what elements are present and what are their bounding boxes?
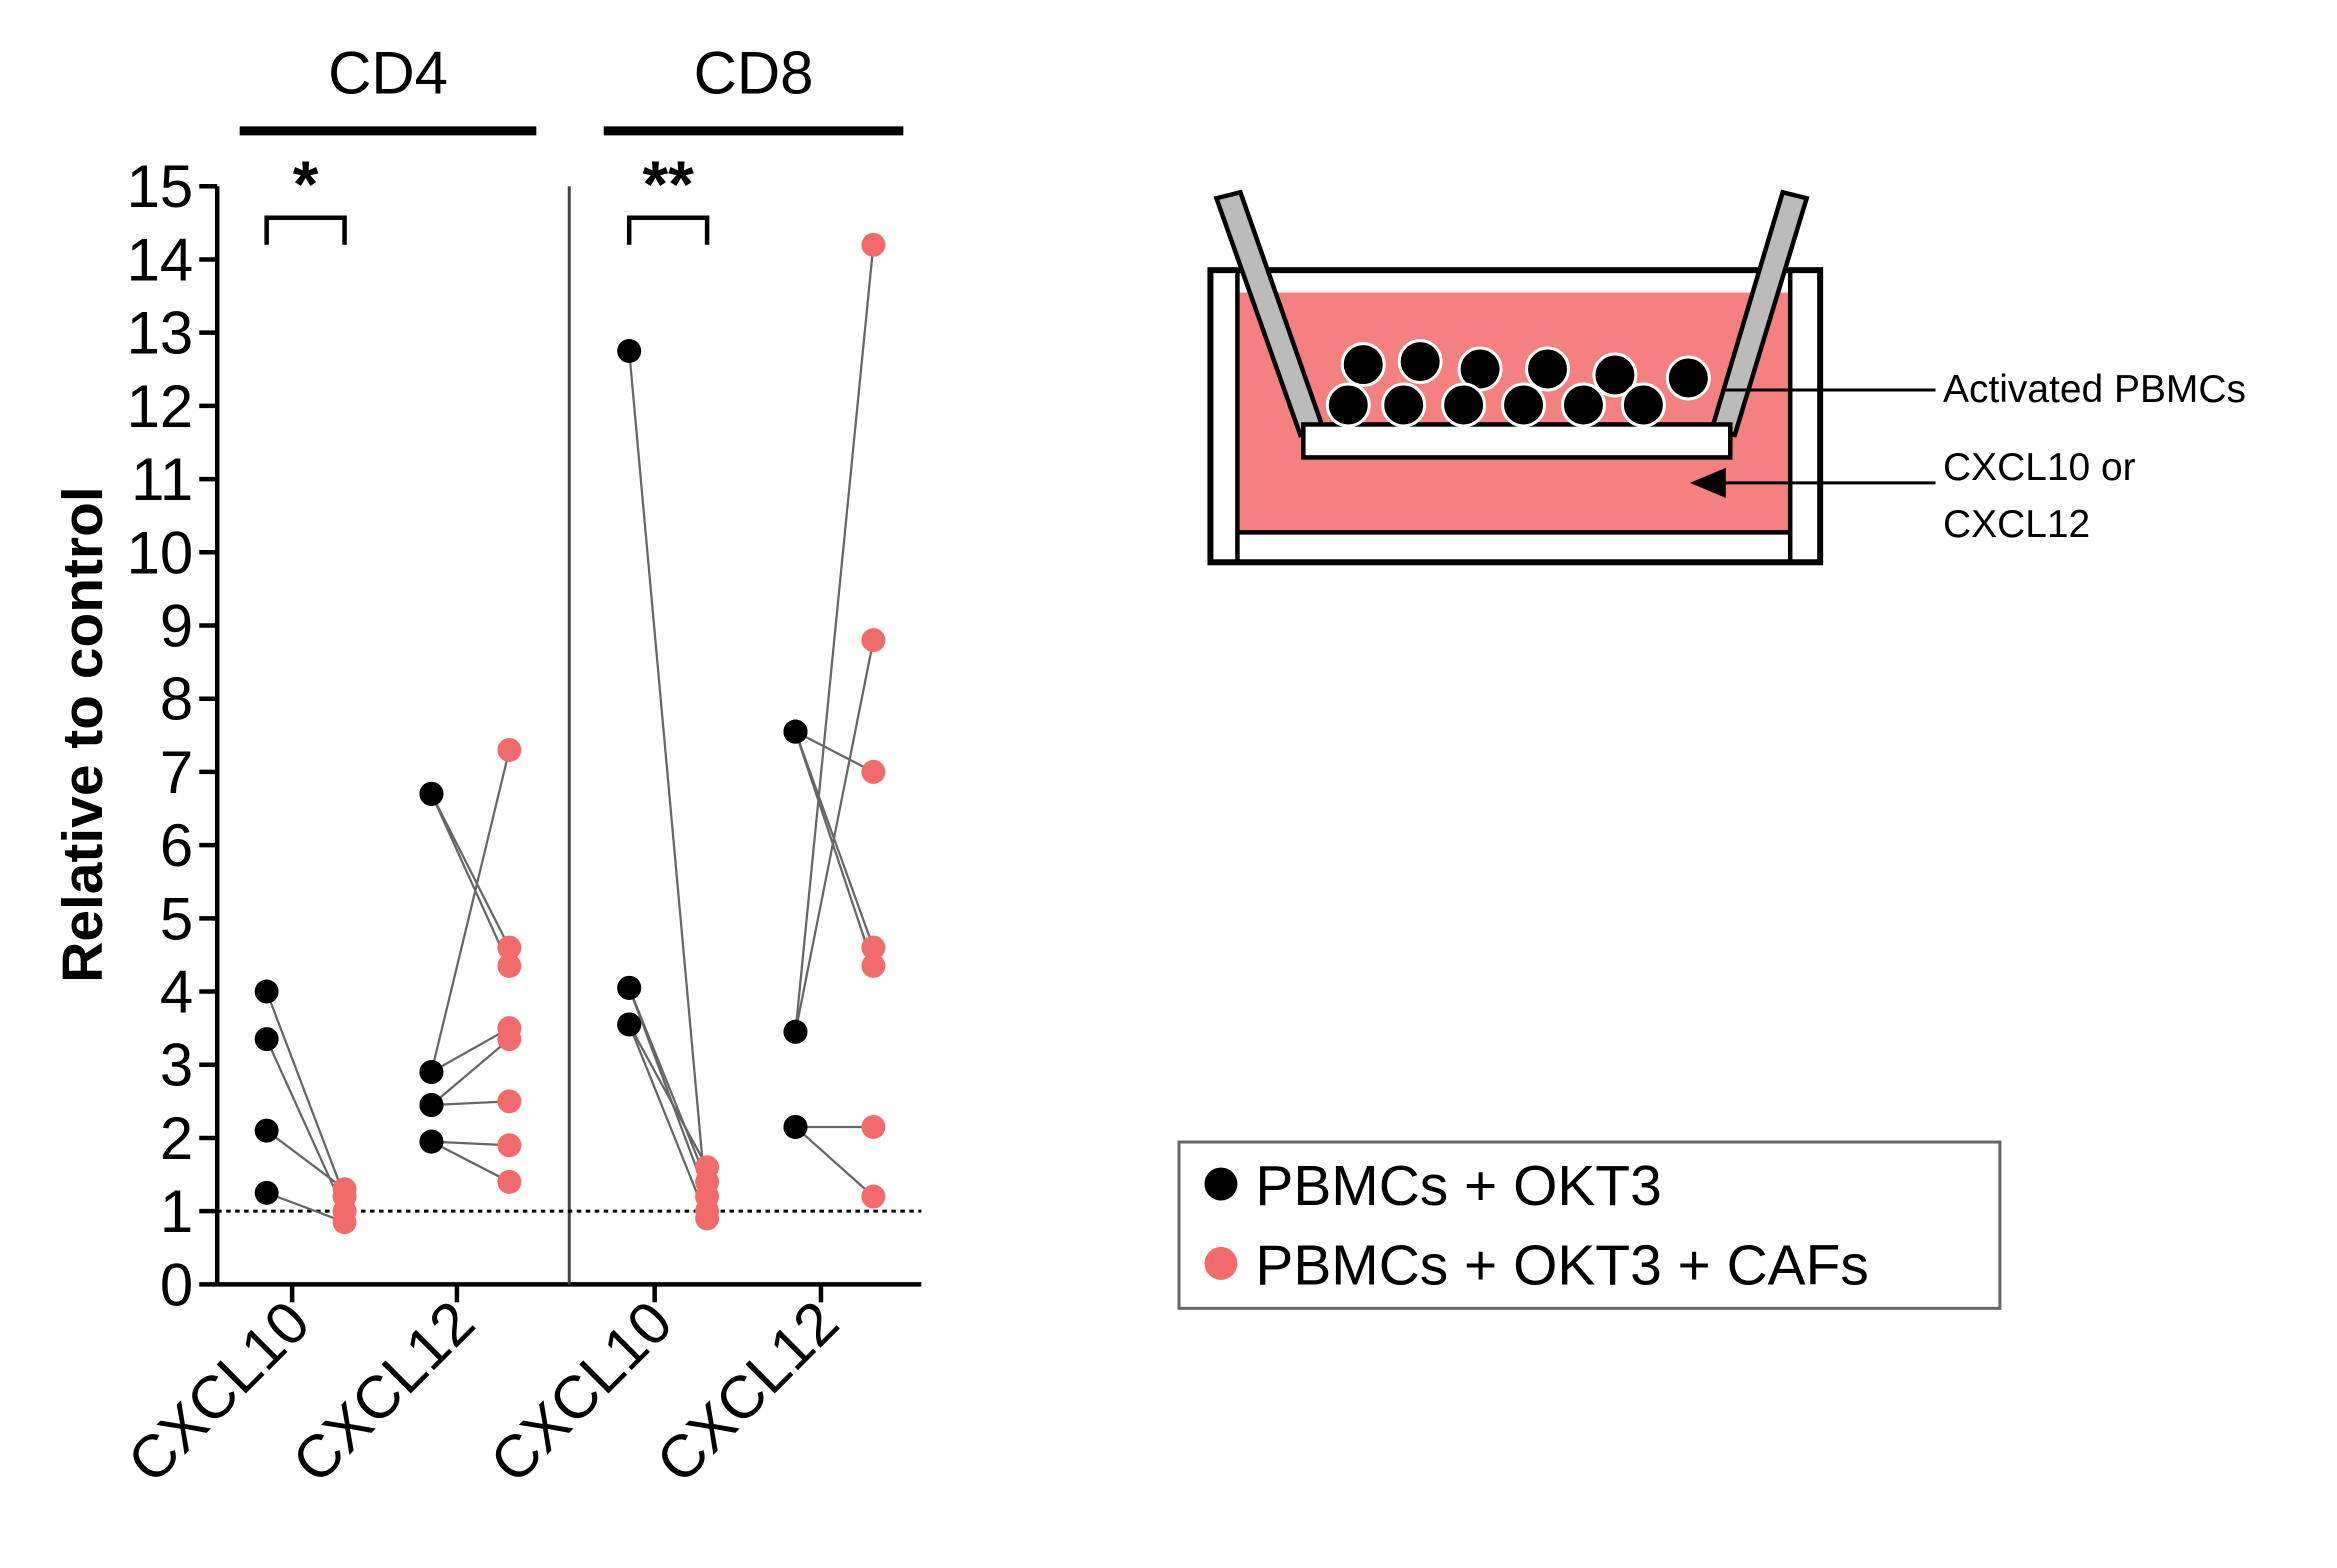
significance: **: [642, 147, 694, 221]
legend-marker: [1204, 1167, 1238, 1201]
point: [695, 1206, 720, 1231]
significance-bracket: [264, 215, 347, 245]
pair-line: [794, 730, 874, 773]
y-tick-label: 12: [127, 373, 194, 440]
legend-label: PBMCs + OKT3 + CAFs: [1255, 1233, 1868, 1297]
pair-line: [430, 1027, 510, 1074]
pair-line: [265, 1038, 346, 1212]
pair-line: [628, 1024, 709, 1219]
pair-line: [628, 1023, 709, 1168]
y-tick-label: 9: [160, 592, 193, 659]
pair-line: [430, 793, 511, 967]
group-title: CD8: [694, 39, 814, 106]
pair-line: [431, 1100, 510, 1107]
point: [419, 1060, 444, 1085]
y-tick-label: 7: [160, 739, 193, 806]
legend-label: PBMCs + OKT3: [1255, 1154, 1661, 1218]
pair-line: [794, 244, 875, 1032]
point: [695, 1155, 720, 1180]
pair-line: [794, 1126, 875, 1198]
y-tick-label: 3: [160, 1032, 193, 1099]
pair-line: [430, 1140, 510, 1183]
y-axis-label: Relative to control: [51, 486, 115, 982]
point: [254, 1118, 279, 1143]
cells: [1325, 339, 1711, 428]
y-tick-label: 15: [127, 153, 194, 220]
pair-line: [794, 639, 875, 1033]
diagram-label: CXCL12: [1943, 503, 2090, 546]
point: [497, 1027, 522, 1052]
diagram-label: Activated PBMCs: [1943, 368, 2246, 411]
y-tick-label: 5: [160, 885, 193, 952]
point: [254, 1180, 279, 1205]
point: [861, 1114, 886, 1139]
pair-line: [430, 749, 511, 1073]
point: [783, 719, 808, 744]
point: [497, 953, 522, 978]
point: [617, 1012, 642, 1037]
point: [419, 781, 444, 806]
pair-line: [265, 1129, 346, 1191]
pair-line: [430, 793, 511, 949]
x-tick-label: CXCL10: [477, 1288, 684, 1495]
y-tick-label: 2: [160, 1105, 193, 1172]
point: [497, 737, 522, 762]
pair-line: [430, 1038, 511, 1106]
y-tick-label: 0: [160, 1251, 193, 1318]
pair-line: [628, 350, 709, 1212]
point: [332, 1177, 357, 1202]
point: [783, 1114, 808, 1139]
significance: *: [293, 147, 319, 221]
well: [1207, 267, 1824, 566]
point: [617, 338, 642, 363]
x-tick-label: CXCL12: [280, 1288, 487, 1495]
y-tick-label: 6: [160, 812, 193, 879]
significance-bracket: [626, 215, 710, 245]
y-tick-label: 14: [127, 226, 194, 293]
pair-line: [628, 987, 709, 1197]
point: [497, 1169, 522, 1194]
pair-line: [266, 1191, 345, 1224]
point: [254, 979, 279, 1004]
y-tick-label: 1: [160, 1178, 193, 1245]
point: [783, 1019, 808, 1044]
x-tick-label: CXCL12: [644, 1288, 851, 1495]
insert-wall: [1709, 189, 1810, 438]
y-tick-label: 13: [127, 300, 194, 367]
point: [617, 975, 642, 1000]
diagram-label: CXCL10 or: [1943, 446, 2136, 489]
point: [497, 935, 522, 960]
diagram: Activated PBMCs CXCL10 or CXCL12: [1207, 189, 2246, 566]
y-tick-label: 4: [160, 959, 193, 1026]
x-tick-label: CXCL10: [115, 1288, 322, 1495]
point: [861, 935, 886, 960]
point: [419, 1129, 444, 1154]
group-title: CD4: [328, 39, 448, 106]
point: [254, 1027, 279, 1052]
point: [861, 232, 886, 257]
point: [861, 1184, 886, 1209]
pair-line: [265, 991, 346, 1197]
point: [861, 759, 886, 784]
point: [419, 1093, 444, 1117]
y-tick-label: 10: [127, 519, 194, 586]
point: [861, 953, 886, 978]
legend-marker: [1204, 1246, 1238, 1280]
y-tick-label: 11: [131, 446, 193, 513]
y-tick-label: 8: [160, 666, 193, 733]
arrowhead: [1689, 467, 1726, 498]
point: [497, 1089, 522, 1114]
legend-box: [1177, 1140, 2002, 1310]
pair-line: [794, 731, 875, 967]
point: [695, 1184, 720, 1209]
point: [332, 1210, 357, 1235]
point: [861, 628, 886, 653]
point: [497, 1133, 522, 1158]
membrane: [1301, 422, 1733, 460]
pair-line: [431, 1140, 510, 1147]
